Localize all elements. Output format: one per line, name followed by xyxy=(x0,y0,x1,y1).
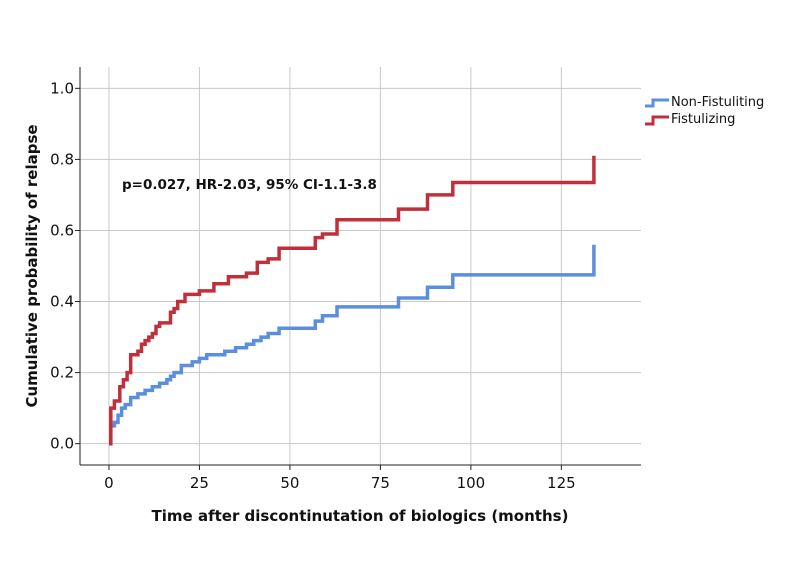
legend-item-non-fistuliting: Non-Fistuliting xyxy=(645,95,764,110)
tick-labels: 0 25 50 75 100 125 0.0 0.2 0.4 0.6 0.8 1.0 xyxy=(50,79,576,492)
x-tick-label: 50 xyxy=(280,474,299,492)
legend-label-non-fistuliting: Non-Fistuliting xyxy=(671,95,764,110)
y-tick-label: 0.2 xyxy=(50,364,74,382)
legend-swatch-fistulizing xyxy=(645,115,669,126)
x-tick-label: 25 xyxy=(190,474,209,492)
grid xyxy=(80,67,641,465)
legend-swatch-non-fistuliting xyxy=(645,98,669,108)
x-tick-label: 100 xyxy=(457,474,486,492)
x-tick-label: 75 xyxy=(371,474,390,492)
legend: Non-Fistuliting Fistulizing xyxy=(645,95,764,127)
y-tick-label: 0.0 xyxy=(50,435,74,453)
x-tick-label: 0 xyxy=(104,474,114,492)
y-tick-label: 1.0 xyxy=(50,79,74,97)
y-tick-label: 0.8 xyxy=(50,150,74,168)
y-tick-label: 0.6 xyxy=(50,221,74,239)
x-tick-label: 125 xyxy=(547,474,576,492)
axes xyxy=(75,67,641,470)
legend-item-fistulizing: Fistulizing xyxy=(645,112,735,127)
series-layer xyxy=(109,155,596,446)
stats-annotation: p=0.027, HR-2.03, 95% CI-1.1-3.8 xyxy=(122,177,377,193)
series-line-non-fistuliting xyxy=(109,244,596,446)
y-tick-label: 0.4 xyxy=(50,293,74,311)
legend-label-fistulizing: Fistulizing xyxy=(671,112,735,127)
x-axis-title: Time after discontinutation of biologics… xyxy=(152,507,569,525)
y-axis-title: Cumulative probability of relapse xyxy=(23,124,41,407)
series-line-fistulizing xyxy=(109,155,596,446)
